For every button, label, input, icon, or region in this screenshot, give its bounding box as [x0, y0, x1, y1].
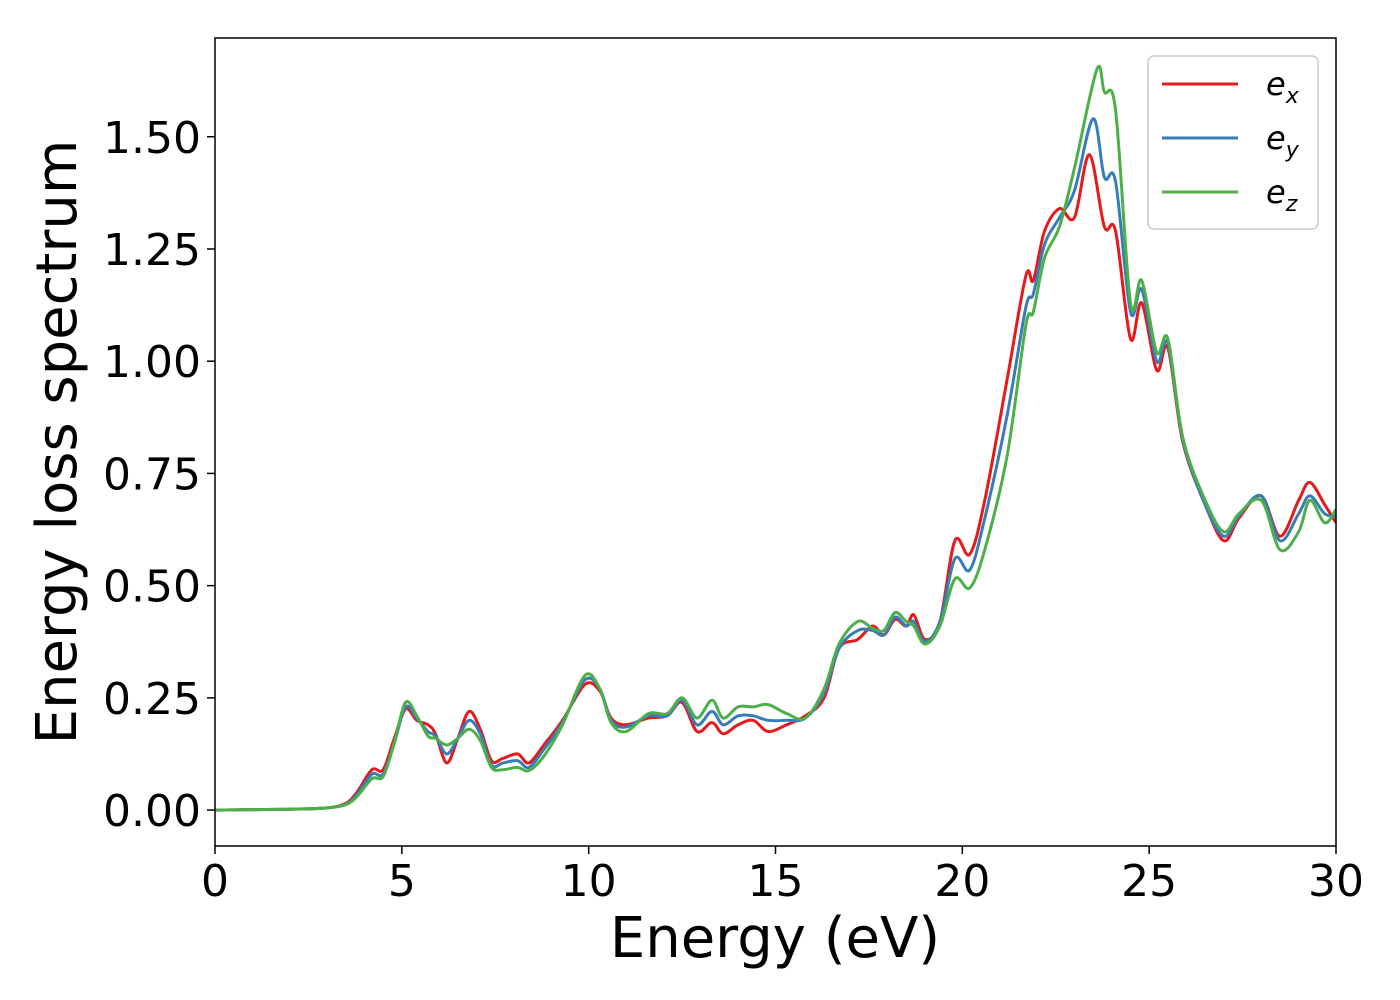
x-tick-label: 30 — [1308, 856, 1364, 907]
legend-label-e-y: ey — [1266, 119, 1300, 163]
legend-label-subscript: y — [1285, 138, 1300, 163]
series-line-e-x — [215, 153, 1336, 812]
y-tick-label: 1.25 — [103, 225, 201, 276]
legend-label-e-z: ez — [1266, 173, 1298, 217]
legend-label-e-x: ex — [1266, 65, 1300, 109]
legend-label-base: e — [1266, 173, 1286, 211]
x-axis-title: Energy (eV) — [610, 906, 940, 971]
y-tick-label: 0.50 — [103, 562, 201, 613]
series-line-e-z — [215, 64, 1336, 812]
y-axis-title: Energy loss spectrum — [25, 140, 90, 745]
y-tick-label: 0.00 — [103, 786, 201, 837]
legend-label-subscript: x — [1285, 84, 1300, 109]
x-tick-label: 15 — [748, 856, 804, 907]
legend-label-base: e — [1266, 119, 1286, 157]
legend-label-subscript: z — [1285, 192, 1298, 217]
x-tick-label: 10 — [561, 856, 617, 907]
legend-label-base: e — [1266, 65, 1286, 103]
series-layer — [215, 64, 1336, 812]
y-tick-label: 0.75 — [103, 449, 201, 500]
y-tick-label: 1.00 — [103, 337, 201, 388]
y-tick-label: 1.50 — [103, 113, 201, 164]
x-axis-ticks: 0 5 10 15 20 25 30 — [201, 846, 1364, 907]
x-tick-label: 5 — [388, 856, 416, 907]
x-tick-label: 20 — [934, 856, 990, 907]
series-line-e-y — [215, 117, 1336, 812]
legend-box — [1147, 55, 1319, 230]
y-axis-ticks: 0.00 0.25 0.50 0.75 1.00 1.25 1.50 — [103, 113, 215, 837]
x-tick-label: 0 — [201, 856, 229, 907]
y-tick-label: 0.25 — [103, 674, 201, 725]
x-tick-label: 25 — [1121, 856, 1177, 907]
